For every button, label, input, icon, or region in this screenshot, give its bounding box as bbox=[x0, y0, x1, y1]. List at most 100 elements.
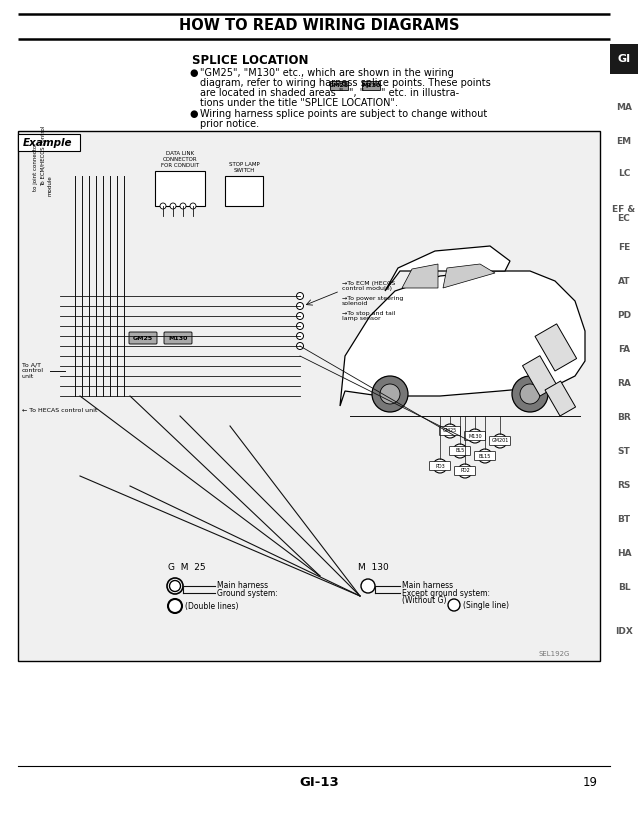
Circle shape bbox=[297, 322, 304, 330]
Text: "GM25", "M130" etc., which are shown in the wiring: "GM25", "M130" etc., which are shown in … bbox=[200, 68, 454, 78]
Text: PD2: PD2 bbox=[460, 468, 470, 473]
Text: Main harness: Main harness bbox=[217, 582, 268, 591]
Bar bbox=[545, 381, 575, 416]
Text: GM25: GM25 bbox=[329, 83, 349, 88]
Text: Ground system:: Ground system: bbox=[217, 588, 278, 597]
Circle shape bbox=[380, 384, 400, 404]
FancyBboxPatch shape bbox=[475, 452, 496, 461]
Text: BR: BR bbox=[617, 414, 631, 423]
FancyBboxPatch shape bbox=[489, 436, 510, 445]
Text: EF &
EC: EF & EC bbox=[612, 205, 635, 223]
Circle shape bbox=[468, 429, 482, 443]
Text: STOP LAMP
SWITCH: STOP LAMP SWITCH bbox=[228, 162, 260, 173]
Text: to joint connector: to joint connector bbox=[33, 143, 38, 191]
Text: Except ground system:: Except ground system: bbox=[402, 588, 490, 597]
Text: GM25: GM25 bbox=[133, 335, 153, 340]
FancyBboxPatch shape bbox=[164, 332, 192, 344]
Text: prior notice.: prior notice. bbox=[200, 119, 259, 129]
Text: M  130: M 130 bbox=[358, 563, 389, 572]
Circle shape bbox=[448, 599, 460, 611]
Text: " etc. in illustra-: " etc. in illustra- bbox=[381, 88, 459, 98]
Text: BL: BL bbox=[618, 583, 630, 592]
Circle shape bbox=[512, 376, 548, 412]
Circle shape bbox=[493, 434, 507, 448]
Text: M130: M130 bbox=[361, 83, 381, 88]
Circle shape bbox=[372, 376, 408, 412]
FancyBboxPatch shape bbox=[429, 462, 450, 471]
FancyBboxPatch shape bbox=[454, 467, 475, 476]
Text: BL15: BL15 bbox=[478, 453, 491, 458]
Text: ← To HECAS control unit: ← To HECAS control unit bbox=[22, 409, 98, 414]
Text: FA: FA bbox=[618, 345, 630, 354]
FancyBboxPatch shape bbox=[362, 81, 380, 90]
Text: AT: AT bbox=[618, 278, 630, 287]
Circle shape bbox=[297, 333, 304, 339]
Text: GI-13: GI-13 bbox=[299, 776, 339, 790]
Circle shape bbox=[160, 203, 166, 209]
Text: ●: ● bbox=[189, 109, 198, 119]
Circle shape bbox=[297, 302, 304, 310]
Bar bbox=[523, 356, 558, 396]
Text: tions under the title "SPLICE LOCATION".: tions under the title "SPLICE LOCATION". bbox=[200, 98, 398, 108]
Bar bbox=[225, 176, 263, 206]
Text: Main harness: Main harness bbox=[402, 582, 453, 591]
Text: PD: PD bbox=[617, 311, 631, 320]
Text: module: module bbox=[47, 175, 52, 196]
Text: PD3: PD3 bbox=[435, 463, 445, 468]
FancyBboxPatch shape bbox=[450, 447, 470, 455]
Circle shape bbox=[453, 444, 467, 458]
Text: ST: ST bbox=[618, 448, 630, 457]
Text: G  M  25: G M 25 bbox=[168, 563, 205, 572]
Polygon shape bbox=[443, 264, 495, 288]
Polygon shape bbox=[340, 271, 585, 406]
Text: HOW TO READ WIRING DIAGRAMS: HOW TO READ WIRING DIAGRAMS bbox=[179, 18, 459, 34]
Circle shape bbox=[297, 292, 304, 300]
Circle shape bbox=[297, 343, 304, 349]
Circle shape bbox=[170, 581, 181, 591]
Text: (Single line): (Single line) bbox=[463, 601, 509, 610]
Bar bbox=[18, 131, 600, 661]
Text: (Without G): (Without G) bbox=[402, 596, 447, 605]
Text: BL5: BL5 bbox=[456, 449, 464, 453]
Circle shape bbox=[190, 203, 196, 209]
Text: SPLICE LOCATION: SPLICE LOCATION bbox=[192, 54, 309, 67]
FancyBboxPatch shape bbox=[330, 81, 348, 90]
Text: MA: MA bbox=[616, 103, 632, 112]
Text: Example: Example bbox=[23, 137, 73, 148]
Circle shape bbox=[361, 579, 375, 593]
Polygon shape bbox=[402, 264, 438, 288]
Text: 19: 19 bbox=[582, 776, 598, 790]
Text: EM: EM bbox=[616, 136, 632, 145]
FancyBboxPatch shape bbox=[440, 426, 461, 435]
Text: diagram, refer to wiring harness splice points. These points: diagram, refer to wiring harness splice … bbox=[200, 78, 491, 88]
Text: ", ": ", " bbox=[349, 88, 364, 98]
Text: →To ECM (HECCS
control module): →To ECM (HECCS control module) bbox=[342, 281, 396, 292]
Circle shape bbox=[297, 312, 304, 320]
Bar bbox=[18, 134, 80, 151]
Circle shape bbox=[167, 578, 183, 594]
Text: IDX: IDX bbox=[615, 626, 633, 635]
Text: RA: RA bbox=[617, 379, 631, 388]
Circle shape bbox=[433, 459, 447, 473]
Circle shape bbox=[180, 203, 186, 209]
Text: GM201: GM201 bbox=[491, 439, 508, 444]
Bar bbox=[610, 44, 638, 74]
Circle shape bbox=[170, 203, 176, 209]
Polygon shape bbox=[385, 246, 510, 291]
Text: To A/T
control
unit: To A/T control unit bbox=[22, 363, 44, 379]
Text: HA: HA bbox=[617, 549, 632, 558]
Text: Wiring harness splice points are subject to change without: Wiring harness splice points are subject… bbox=[200, 109, 487, 119]
Circle shape bbox=[520, 384, 540, 404]
Text: GI: GI bbox=[618, 54, 630, 64]
Circle shape bbox=[168, 599, 182, 613]
Text: (Double lines): (Double lines) bbox=[185, 601, 239, 610]
Text: To ECM/HECCS control: To ECM/HECCS control bbox=[40, 126, 45, 186]
Text: M130: M130 bbox=[468, 434, 482, 439]
Text: GM25: GM25 bbox=[443, 429, 457, 434]
Text: DATA LINK
CONNECTOR
FOR CONDUIT: DATA LINK CONNECTOR FOR CONDUIT bbox=[161, 151, 199, 168]
FancyBboxPatch shape bbox=[464, 431, 486, 440]
Circle shape bbox=[443, 424, 457, 438]
Text: BT: BT bbox=[618, 515, 630, 525]
FancyBboxPatch shape bbox=[129, 332, 157, 344]
Text: are located in shaded areas ": are located in shaded areas " bbox=[200, 88, 343, 98]
